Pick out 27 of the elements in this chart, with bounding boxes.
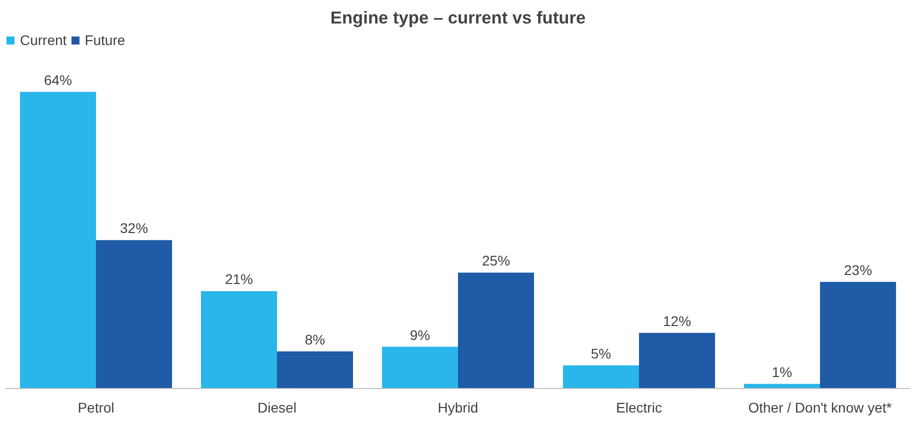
x-tick-label: Electric (616, 400, 662, 416)
bar (200, 291, 277, 388)
data-label: 25% (482, 252, 510, 269)
data-label: 1% (772, 364, 792, 380)
data-label: 8% (304, 331, 326, 348)
bar (277, 351, 354, 388)
data-label: 32% (120, 220, 148, 236)
bar (458, 272, 534, 388)
bar (820, 282, 896, 388)
data-label: 9% (410, 326, 430, 343)
x-tick-label: Diesel (258, 400, 296, 416)
x-tick-label: Hybrid (438, 400, 478, 416)
data-label: 21% (224, 271, 254, 288)
bar (96, 240, 172, 388)
bar (20, 92, 96, 388)
data-label: 5% (590, 345, 612, 362)
data-label: 64% (44, 72, 72, 88)
legend-label: Future (84, 32, 126, 48)
bar (382, 346, 458, 388)
x-tick-label: Other / Don't know yet* (748, 400, 892, 416)
data-label: 12% (663, 312, 692, 329)
x-tick-label: Petrol (78, 400, 114, 416)
chart-title: Engine type – current vs future (330, 8, 586, 28)
bar (639, 332, 716, 388)
legend-label: Current (20, 32, 67, 48)
data-label: 23% (844, 262, 872, 278)
bar (562, 365, 639, 388)
